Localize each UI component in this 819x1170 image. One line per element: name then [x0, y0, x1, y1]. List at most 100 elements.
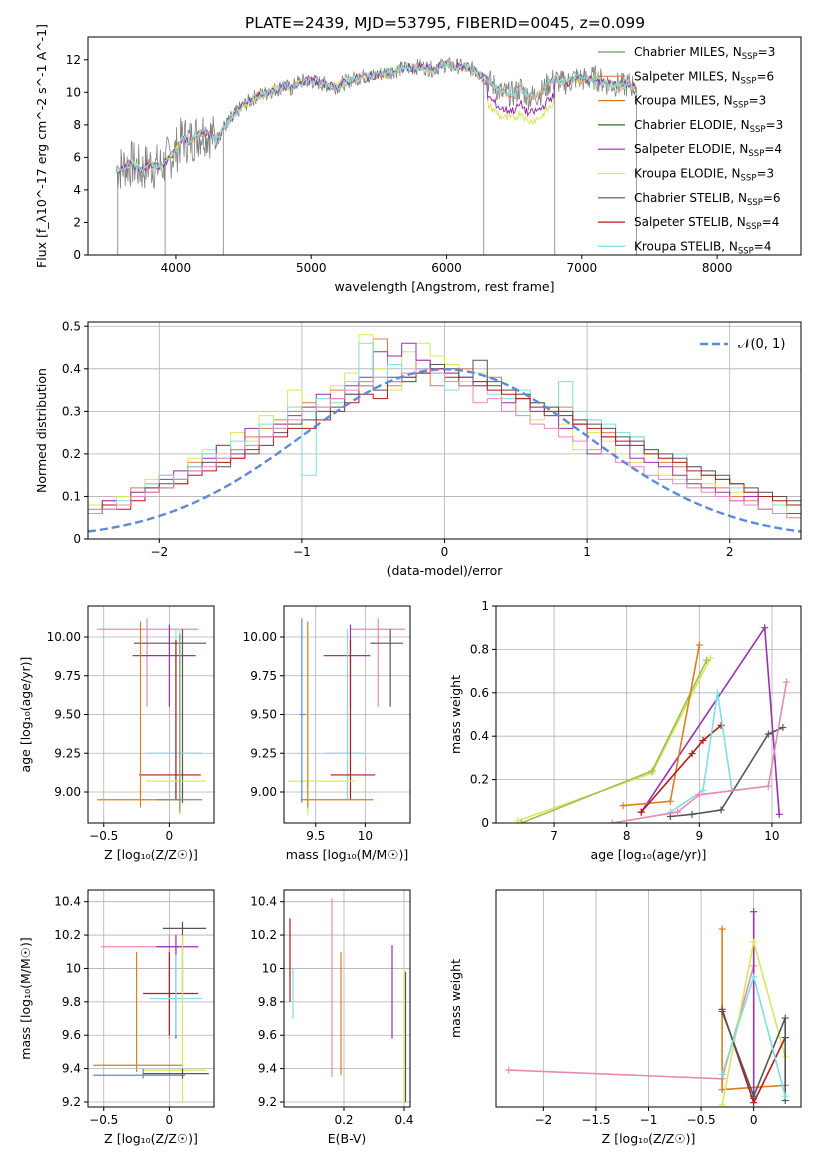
legend-entry: Kroupa STELIB, NSSP=4 [634, 239, 772, 256]
histogram-step-line [88, 359, 801, 523]
histogram-step-line [88, 368, 801, 519]
x-tick-label: −1.5 [581, 1113, 610, 1127]
y-axis-label: Normed distribution [34, 368, 49, 493]
axes-frame [283, 889, 411, 1108]
y-tick-label: 10 [262, 961, 277, 975]
x-tick-label: 1 [583, 545, 591, 559]
x-tick-label: 9 [696, 829, 704, 843]
legend-entry: Salpeter STELIB, NSSP=4 [634, 215, 779, 232]
y-tick-label: 8 [73, 118, 81, 132]
y-tick-label: 1 [481, 599, 489, 613]
plot-layer: 4000 5000 6000 7000 8000024681012wavelength … [18, 24, 802, 1146]
y-tick-label: 9.75 [54, 669, 81, 683]
y-tick-label: 0.2 [62, 447, 81, 461]
histogram-step-line [88, 368, 801, 519]
x-axis-label: Z [log₁₀(Z/Z☉)] [104, 847, 198, 862]
y-tick-label: 9.50 [250, 708, 277, 722]
plot-area [514, 624, 790, 823]
legend-entry: Salpeter ELODIE, NSSP=4 [634, 142, 782, 159]
x-axis-label: wavelength [Angstrom, rest frame] [334, 279, 554, 294]
x-axis-label: Z [log₁₀(Z/Z☉)] [104, 1131, 198, 1146]
model-spectrum-line [115, 60, 637, 173]
panel-age-vs-Z: −0.5 0 9.00 9.25 9.50 9.75 10.00 Z [log₁₀(Z/Z☉)… [18, 605, 215, 862]
y-axis-label: age [log₁₀(age/yr)] [18, 657, 33, 773]
axes-frame [87, 36, 802, 256]
x-tick-label: −0.5 [687, 1113, 716, 1127]
y-tick-label: 9.2 [62, 1095, 81, 1109]
x-axis-label: Z [log₁₀(Z/Z☉)] [602, 1131, 696, 1146]
plot-area [93, 921, 209, 1102]
y-tick-label: 0.4 [470, 729, 489, 743]
panel-residuals: −2 −1 0 1 2 0 0.1 0.2 0.3 0.4 0.5 (data-model)/erro… [34, 319, 802, 578]
x-tick-label: −1 [293, 545, 311, 559]
x-tick-label: 0 [750, 1113, 758, 1127]
y-tick-label: 0 [73, 532, 81, 546]
x-tick-label: 0.2 [334, 1113, 353, 1127]
x-tick-label: 10 [358, 829, 373, 843]
y-tick-label: 0.1 [62, 489, 81, 503]
y-tick-label: 9.4 [62, 1062, 81, 1076]
y-tick-label: 0.8 [470, 642, 489, 656]
plot-area [115, 56, 638, 255]
weight-line [670, 726, 784, 818]
y-tick-label: 10.00 [47, 630, 81, 644]
y-tick-label: 9.00 [54, 785, 81, 799]
panel-weight-vs-Z: −2 −1.5 −1 −0.5 0 Z [log₁₀(Z/Z☉)] mass weight [448, 889, 802, 1146]
panel-mass-vs-ebv: 0.2 0.4 9.2 9.4 9.6 9.8 10 10.2 10.4 E(B-V) [250, 889, 414, 1146]
y-axis-label: mass [log₁₀(M/M☉)] [18, 937, 33, 1059]
x-tick-label: 0.4 [394, 1113, 413, 1127]
y-tick-label: 9.4 [258, 1062, 277, 1076]
figure-title: PLATE=2439, MJD=53795, FIBERID=0045, z=0… [245, 14, 645, 32]
y-axis-label: mass weight [448, 675, 463, 754]
panel-weight-vs-age: 7 8 9 10 0 0.2 0.4 0.6 0.8 1 age [log₁₀(age/yr)] ma… [448, 599, 802, 862]
x-axis-label: E(B-V) [328, 1131, 367, 1146]
legend-entry: 𝒩(0, 1) [738, 337, 785, 352]
y-tick-label: 9.8 [62, 995, 81, 1009]
legend-entry: Chabrier MILES, NSSP=3 [634, 45, 775, 62]
x-axis-label: age [log₁₀(age/yr)] [591, 847, 707, 862]
x-tick-label: 9.5 [306, 829, 325, 843]
y-tick-label: 9.2 [258, 1095, 277, 1109]
y-tick-label: 9.25 [250, 746, 277, 760]
legend-entry: Chabrier ELODIE, NSSP=3 [634, 118, 783, 135]
y-tick-label: 10.2 [54, 928, 81, 942]
plot-area [287, 618, 406, 816]
x-tick-label: 0 [166, 1113, 174, 1127]
legend-entry: Kroupa ELODIE, NSSP=3 [634, 167, 774, 184]
panel-spectrum: 4000 5000 6000 7000 8000 0 2 4 6 8 10 12 wavelength … [34, 24, 802, 294]
histogram-step-line [88, 342, 801, 519]
x-tick-label: −0.5 [89, 1113, 118, 1127]
y-tick-label: 10.2 [250, 928, 277, 942]
y-tick-label: 0.5 [62, 319, 81, 333]
x-tick-label: 7000 [567, 261, 598, 275]
weight-line [721, 1011, 786, 1101]
y-tick-label: 9.25 [54, 746, 81, 760]
y-tick-label: 0.2 [470, 773, 489, 787]
y-tick-label: 12 [66, 53, 81, 67]
axes-frame [87, 889, 215, 1108]
x-tick-label: 7 [550, 829, 558, 843]
plot-area [289, 898, 407, 1102]
x-tick-label: 0 [441, 545, 449, 559]
axes-frame [495, 605, 802, 824]
y-tick-label: 10.4 [250, 895, 277, 909]
x-tick-label: 8000 [702, 261, 733, 275]
y-tick-label: 6 [73, 150, 81, 164]
x-tick-label: 10 [764, 829, 779, 843]
y-tick-label: 9.50 [54, 708, 81, 722]
y-tick-label: 9.8 [258, 995, 277, 1009]
normal-curve [88, 368, 801, 533]
y-tick-label: 9.75 [250, 669, 277, 683]
plot-area [505, 908, 789, 1107]
y-tick-label: 10 [66, 961, 81, 975]
y-tick-label: 0.4 [62, 362, 81, 376]
y-tick-label: 2 [73, 215, 81, 229]
weight-line [669, 692, 733, 813]
y-tick-label: 9.00 [250, 785, 277, 799]
y-tick-label: 10.4 [54, 895, 81, 909]
weight-line [521, 659, 708, 823]
panel-mass-vs-Z: −0.5 0 9.2 9.4 9.6 9.8 10 10.2 10.4 Z [log₁₀(Z/Z☉… [18, 889, 215, 1146]
x-axis-label: mass [log₁₀(M/M☉)] [286, 847, 408, 862]
legend-entry: Salpeter MILES, NSSP=6 [634, 69, 774, 86]
